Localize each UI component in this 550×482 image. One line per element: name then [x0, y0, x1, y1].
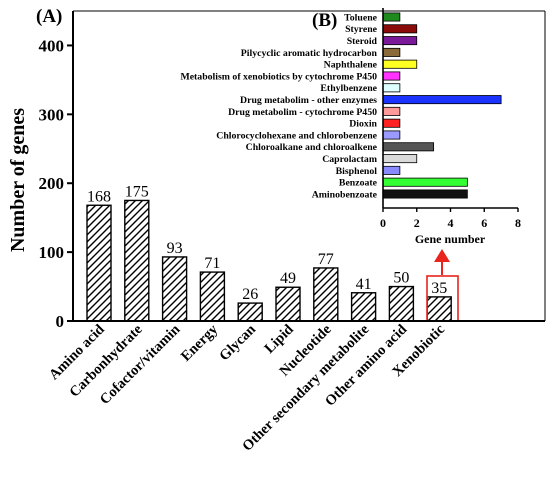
y-tick-label: 0: [56, 312, 65, 331]
inset-category-label-chlorocyclohexane-and-chlorobenzene: Chlorocyclohexane and chlorobenzene: [216, 130, 377, 141]
data-label-carbonhydrate: 175: [125, 183, 149, 200]
inset-x-tick-label: 4: [448, 216, 454, 230]
inset-bar-drug-metabolim-cytochrome-p450: [382, 106, 401, 116]
inset-bar-dioxin: [382, 118, 401, 128]
inset-bar-bisphenol: [382, 165, 401, 175]
inset-bar-styrene: [382, 24, 418, 34]
inset-bar-benzoate: [382, 177, 468, 187]
data-label-glycan: 26: [242, 286, 258, 303]
bar-nucleotide: [313, 267, 339, 322]
y-tick-label: 200: [39, 174, 65, 193]
inset-bar-metabolism-of-xenobiotics-by-cytochrome-p450: [382, 71, 401, 81]
bar-other-secondary-metabolite: [350, 292, 377, 322]
bar-carbonhydrate: [124, 199, 150, 322]
inset-bar-toluene: [382, 12, 401, 22]
panel-b-x-ticks: 0 2 4 6 8: [380, 208, 521, 230]
y-axis-title: Number of genes: [7, 108, 29, 252]
inset-bar-ethylbenzene: [382, 83, 401, 93]
category-label-energy: Energy: [178, 321, 222, 365]
inset-category-label-aminobenzoate: Aminobenzoate: [312, 189, 378, 200]
inset-x-tick-label: 8: [515, 216, 521, 230]
bar-xenobiotic: [426, 296, 452, 322]
bar-other-amino-acid: [388, 285, 415, 322]
panel-a-bars: [86, 199, 452, 322]
bar-amino-acid: [86, 204, 112, 322]
data-label-cofactor-vitamin: 93: [167, 240, 183, 257]
inset-bar-aminobenzoate: [382, 189, 468, 199]
panel-a-label: (A): [36, 6, 62, 27]
inset-category-label-ethylbenzene: Ethylbenzene: [320, 83, 377, 94]
inset-x-tick-label: 6: [481, 216, 487, 230]
category-label-glycan: Glycan: [216, 322, 259, 365]
data-label-other-amino-acid: 50: [393, 270, 409, 287]
highlight-arrow-head: [434, 249, 450, 262]
data-label-nucleotide: 77: [318, 251, 334, 268]
bar-glycan: [237, 302, 263, 322]
data-label-amino-acid: 168: [87, 188, 111, 205]
data-label-energy: 71: [204, 255, 220, 272]
bar-lipid: [275, 286, 301, 322]
category-label-lipid: Lipid: [262, 322, 297, 357]
panel-a-data-labels: 168 175 93 71 26 49 77 41 50 35: [87, 183, 447, 303]
inset-bar-chloroalkane-and-chloroalkene: [382, 142, 435, 152]
inset-bar-drug-metabolim-other-enzymes: [382, 95, 502, 105]
y-tick-label: 300: [39, 105, 65, 124]
y-axis-ticks: 0 100 200 300 400: [39, 36, 73, 331]
inset-category-label-bisphenol: Bisphenol: [336, 166, 378, 177]
inset-x-tick-label: 0: [380, 216, 386, 230]
inset-category-label-steroid: Steroid: [347, 36, 378, 47]
inset-category-label-styrene: Styrene: [345, 24, 378, 35]
data-label-other-secondary-metabolite: 41: [356, 276, 372, 293]
inset-category-label-naphthalene: Naphthalene: [324, 60, 378, 71]
inset-category-label-benzoate: Benzoate: [339, 178, 378, 189]
inset-x-tick-label: 2: [414, 216, 420, 230]
inset-bar-caprolactam: [382, 154, 418, 164]
bar-energy: [199, 271, 226, 322]
panel-a-category-labels: Amino acidCarbonhydrateCofactor/vitaminE…: [46, 321, 448, 455]
inset-category-label-metabolism-of-xenobiotics-by-cytochrome-p450: Metabolism of xenobiotics by cytochrome …: [180, 71, 377, 82]
inset-category-label-caprolactam: Caprolactam: [322, 154, 377, 165]
data-label-lipid: 49: [280, 270, 296, 287]
panel-b-label: (B): [312, 10, 337, 31]
panel-b-bars: [382, 12, 502, 199]
inset-bar-pilycyclic-aromatic-hydrocarbon: [382, 47, 401, 57]
y-tick-label: 400: [39, 36, 65, 55]
inset-category-label-drug-metabolim-cytochrome-p450: Drug metabolim - cytochrome P450: [228, 107, 377, 118]
inset-category-label-dioxin: Dioxin: [349, 119, 377, 130]
inset-category-label-chloroalkane-and-chloroalkene: Chloroalkane and chloroalkene: [246, 142, 378, 153]
y-tick-label: 100: [39, 243, 65, 262]
inset-bar-steroid: [382, 36, 418, 46]
inset-bar-chlorocyclohexane-and-chlorobenzene: [382, 130, 401, 140]
inset-bar-naphthalene: [382, 59, 418, 69]
inset-category-label-toluene: Toluene: [344, 12, 378, 23]
bar-cofactor-vitamin: [161, 256, 188, 322]
inset-category-label-drug-metabolim-other-enzymes: Drug metabolim - other enzymes: [240, 95, 377, 106]
panel-b-x-axis-title: Gene number: [415, 232, 486, 246]
data-label-xenobiotic: 35: [431, 280, 447, 297]
inset-category-label-pilycyclic-aromatic-hydrocarbon: Pilycyclic aromatic hydrocarbon: [241, 48, 378, 59]
